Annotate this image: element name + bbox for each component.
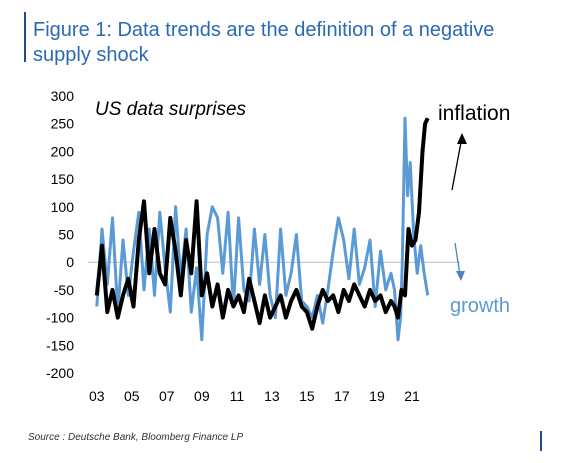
source-note: Source : Deutsche Bank, Bloomberg Financ… xyxy=(28,432,244,443)
x-tick-label: 11 xyxy=(230,388,245,404)
x-tick-label: 09 xyxy=(194,388,210,404)
x-tick-label: 13 xyxy=(264,388,280,404)
y-tick-label: 100 xyxy=(51,199,75,215)
frame-corner-bar xyxy=(540,431,542,451)
x-tick-label: 03 xyxy=(89,388,105,404)
y-axis: 300 250 200 150 100 50 0 -50 -100 -150 -200 xyxy=(46,88,74,381)
figure-title-line-2: supply shock xyxy=(33,44,149,66)
chart-annotation: US data surprises xyxy=(95,99,247,120)
x-axis: 03 05 07 09 11 13 15 17 19 21 xyxy=(89,388,420,404)
y-tick-label: -200 xyxy=(46,365,74,381)
y-tick-label: 50 xyxy=(58,227,74,243)
title-accent-bar xyxy=(24,12,26,62)
inflation-arrow xyxy=(451,136,463,191)
y-tick-label: 250 xyxy=(51,116,75,132)
series-line-growth xyxy=(95,116,430,342)
x-tick-label: 19 xyxy=(369,388,385,404)
growth-label: growth xyxy=(450,295,510,317)
x-tick-label: 05 xyxy=(124,388,140,404)
y-tick-label: -100 xyxy=(46,310,74,326)
y-tick-label: 150 xyxy=(51,171,75,187)
y-tick-label: 200 xyxy=(51,143,75,159)
series-layer xyxy=(94,116,430,342)
y-tick-label: 0 xyxy=(66,254,74,270)
inflation-arrowhead xyxy=(457,133,467,144)
growth-arrowhead xyxy=(456,271,465,281)
inflation-label: inflation xyxy=(438,102,510,125)
x-tick-label: 07 xyxy=(159,388,175,404)
y-tick-label: 300 xyxy=(51,88,75,104)
x-tick-label: 17 xyxy=(334,388,350,404)
series-line-inflation xyxy=(94,117,430,331)
growth-arrow xyxy=(454,242,461,276)
x-tick-label: 21 xyxy=(404,388,420,404)
y-tick-label: -150 xyxy=(46,337,74,353)
figure-title: Figure 1: Data trends are the definition… xyxy=(33,18,533,68)
y-tick-label: -50 xyxy=(54,282,74,298)
x-tick-label: 15 xyxy=(299,388,315,404)
figure-title-line-1: Figure 1: Data trends are the definition… xyxy=(33,19,495,41)
